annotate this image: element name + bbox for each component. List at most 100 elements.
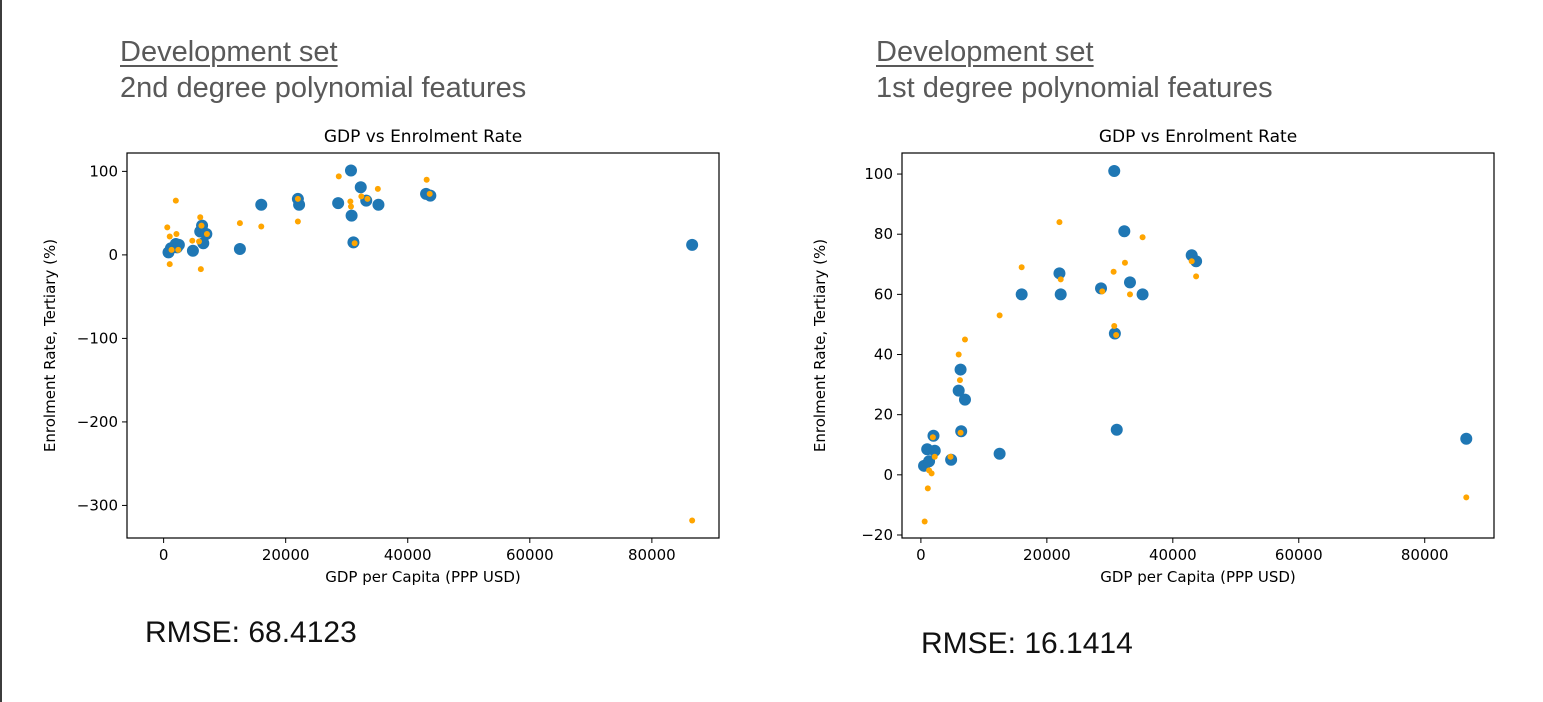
predicted-point	[294, 195, 301, 202]
predicted-point	[347, 198, 354, 205]
predicted-point	[957, 429, 964, 436]
x-tick-label: 40000	[1149, 546, 1197, 564]
x-tick-label: 20000	[1023, 546, 1071, 564]
actual-point	[372, 198, 385, 211]
predicted-point	[423, 176, 430, 183]
predicted-point	[1126, 291, 1133, 298]
predicted-point	[947, 453, 954, 460]
actual-point	[1136, 288, 1149, 301]
panel-heading: Development set 1st degree polynomial fe…	[876, 34, 1273, 106]
predicted-point	[961, 336, 968, 343]
predicted-point	[173, 231, 180, 238]
x-tick-label: 60000	[1275, 546, 1323, 564]
predicted-point	[198, 222, 205, 229]
predicted-point	[1111, 322, 1118, 329]
predicted-point	[1193, 273, 1200, 280]
plot-frame	[901, 152, 1495, 539]
actual-point	[255, 198, 268, 211]
panel-2nd-degree: Development set 2nd degree polynomial fe…	[0, 0, 770, 702]
actual-point	[1123, 276, 1136, 289]
predicted-point	[197, 266, 204, 273]
predicted-point	[172, 197, 179, 204]
actual-point	[1190, 255, 1203, 268]
predicted-point	[335, 173, 342, 180]
y-tick-label: −100	[77, 329, 118, 347]
actual-point	[954, 363, 967, 376]
predicted-point	[1139, 234, 1146, 241]
y-axis-label: Enrolment Rate, Tertiary (%)	[811, 239, 829, 452]
x-tick-label: 60000	[506, 546, 554, 564]
predicted-point	[924, 485, 931, 492]
predicted-point	[347, 203, 354, 210]
plot-frame	[126, 152, 720, 539]
rmse-label: RMSE: 16.1414	[921, 627, 1133, 660]
predicted-point	[928, 470, 935, 477]
actual-point	[1054, 288, 1067, 301]
predicted-point	[364, 195, 371, 202]
predicted-point	[1110, 268, 1117, 275]
predicted-point	[358, 193, 365, 200]
actual-point	[354, 181, 367, 194]
actual-point	[923, 455, 936, 468]
predicted-point	[921, 518, 928, 525]
heading-features: 2nd degree polynomial features	[120, 72, 527, 104]
y-tick-label: 0	[883, 466, 893, 484]
x-axis-label: GDP per Capita (PPP USD)	[325, 568, 521, 586]
predicted-point	[689, 517, 696, 524]
actual-point	[928, 444, 941, 457]
actual-point	[345, 209, 358, 222]
predicted-point	[166, 233, 173, 240]
y-tick-label: 60	[874, 285, 893, 303]
predicted-point	[1099, 288, 1106, 295]
actual-point	[344, 164, 357, 177]
predicted-point	[189, 237, 196, 244]
chart-title: GDP vs Enrolment Rate	[324, 127, 522, 147]
heading-dataset: Development set	[120, 36, 338, 68]
heading-features: 1st degree polynomial features	[876, 72, 1273, 104]
actual-point	[1108, 165, 1121, 178]
actual-point	[1053, 267, 1066, 280]
actual-point	[1460, 432, 1473, 445]
actual-point	[233, 243, 246, 256]
y-tick-label: 80	[874, 225, 893, 243]
y-tick-label: 20	[874, 406, 893, 424]
heading-dataset: Development set	[876, 36, 1094, 68]
predicted-point	[426, 190, 433, 197]
x-tick-label: 20000	[262, 546, 310, 564]
actual-point	[958, 393, 971, 406]
predicted-point	[164, 224, 171, 231]
predicted-point	[1121, 259, 1128, 266]
predicted-point	[197, 214, 204, 221]
panel-heading: Development set 2nd degree polynomial fe…	[120, 34, 526, 106]
y-tick-label: 100	[864, 165, 893, 183]
predicted-point	[196, 238, 203, 245]
actual-point	[993, 447, 1006, 460]
actual-point	[686, 238, 699, 251]
chart-title: GDP vs Enrolment Rate	[1099, 127, 1297, 147]
predicted-point	[166, 261, 173, 268]
y-tick-label: 100	[89, 162, 118, 180]
predicted-point	[1018, 264, 1025, 271]
actual-point	[332, 197, 345, 210]
panel-1st-degree: Development set 1st degree polynomial fe…	[770, 0, 1543, 702]
rmse-label: RMSE: 68.4123	[145, 616, 357, 649]
x-tick-label: 40000	[384, 546, 432, 564]
predicted-point	[175, 246, 182, 253]
actual-point	[1110, 423, 1123, 436]
y-tick-label: −300	[77, 496, 118, 514]
y-tick-label: −20	[861, 526, 893, 544]
actual-point	[172, 238, 185, 251]
x-tick-label: 80000	[1401, 546, 1449, 564]
predicted-point	[1188, 258, 1195, 265]
y-tick-label: 0	[108, 246, 118, 264]
predicted-point	[931, 453, 938, 460]
x-tick-label: 0	[916, 546, 926, 564]
actual-point	[952, 384, 965, 397]
actual-point	[186, 244, 199, 257]
window-left-border	[0, 0, 2, 702]
predicted-point	[1463, 494, 1470, 501]
y-tick-label: −200	[77, 413, 118, 431]
predicted-point	[929, 434, 936, 441]
predicted-point	[1056, 219, 1063, 226]
